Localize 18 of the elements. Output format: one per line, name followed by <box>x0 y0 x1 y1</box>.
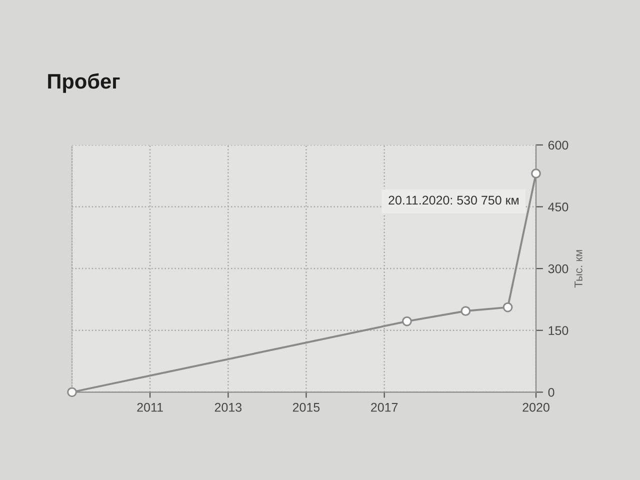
y-tick-label: 150 <box>548 326 568 336</box>
y-axis-title: Тыс. км <box>574 250 582 288</box>
x-tick-label: 2020 <box>522 402 550 412</box>
y-tick-label: 450 <box>548 202 568 212</box>
y-tick-label: 300 <box>548 264 568 274</box>
x-tick-label: 2013 <box>214 402 242 412</box>
x-tick-label: 2015 <box>292 402 320 412</box>
x-tick-label: 2011 <box>137 402 163 412</box>
y-tick-label: 0 <box>548 388 554 397</box>
point <box>531 168 541 178</box>
point <box>67 387 77 398</box>
y-tick-label: 600 <box>548 140 568 150</box>
x-tick-label: 2017 <box>371 402 398 412</box>
point <box>502 302 513 312</box>
point <box>460 306 471 316</box>
point <box>402 316 412 326</box>
chart-title: Пробег <box>48 73 120 93</box>
annotation: 20.11.2020: 530 750 км <box>388 196 518 205</box>
